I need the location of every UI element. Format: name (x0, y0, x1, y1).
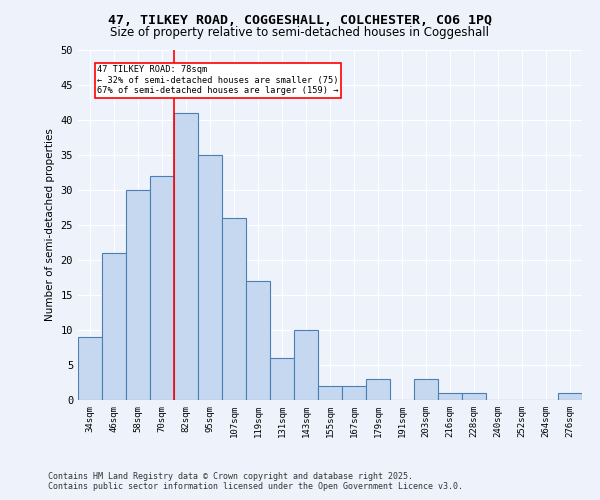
Bar (558, 393, 582, 400)
Text: Size of property relative to semi-detached houses in Coggeshall: Size of property relative to semi-detach… (110, 26, 490, 39)
Bar (342, 386, 366, 400)
Bar (246, 281, 270, 400)
Bar (366, 379, 390, 400)
Y-axis label: Number of semi-detached properties: Number of semi-detached properties (45, 128, 55, 322)
Bar (414, 379, 438, 400)
Bar (318, 386, 342, 400)
Bar (222, 218, 246, 400)
Bar (438, 393, 462, 400)
Bar (198, 155, 222, 400)
Bar (102, 253, 126, 400)
Bar (294, 330, 318, 400)
Bar (78, 337, 102, 400)
Bar (270, 358, 294, 400)
Text: Contains HM Land Registry data © Crown copyright and database right 2025.
Contai: Contains HM Land Registry data © Crown c… (48, 472, 463, 491)
Text: 47 TILKEY ROAD: 78sqm
← 32% of semi-detached houses are smaller (75)
67% of semi: 47 TILKEY ROAD: 78sqm ← 32% of semi-deta… (97, 66, 338, 95)
Bar (462, 393, 486, 400)
Text: 47, TILKEY ROAD, COGGESHALL, COLCHESTER, CO6 1PQ: 47, TILKEY ROAD, COGGESHALL, COLCHESTER,… (108, 14, 492, 27)
Bar (150, 176, 174, 400)
Bar (126, 190, 150, 400)
Bar (174, 113, 198, 400)
